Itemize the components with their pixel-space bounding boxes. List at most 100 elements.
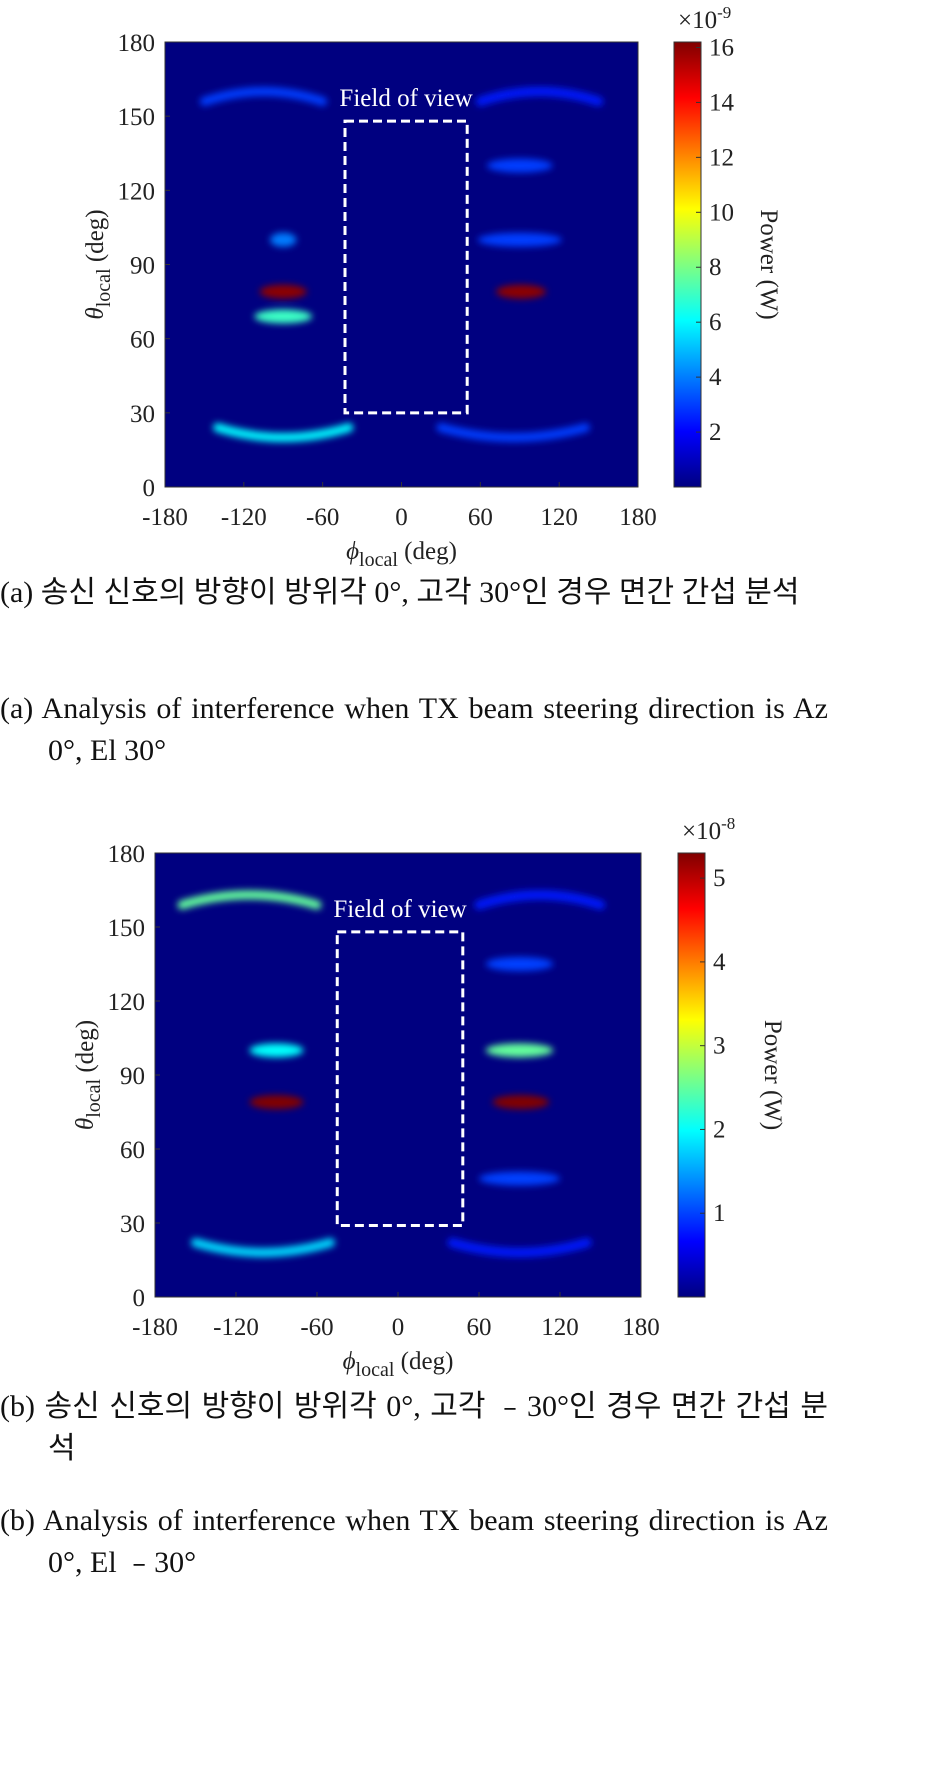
arc-feature [436,423,590,442]
y-tick-label: 60 [120,1137,145,1164]
colorbar-tick-label: 8 [709,254,722,281]
axis-symbol: ϕ [343,1348,356,1375]
x-tick-label: 0 [392,1314,405,1341]
axis-label: θlocal (deg) [72,1020,105,1130]
colorbar [673,41,702,488]
y-tick-label: 120 [108,989,146,1016]
lobe-feature [479,1171,560,1186]
axis-label: ϕlocal (deg) [343,1348,454,1381]
lobe-feature [492,1095,550,1110]
y-tick-label: 90 [120,1063,145,1090]
field-of-view [343,119,469,415]
arc-feature [474,890,605,910]
y-tick-label: 0 [133,1285,146,1312]
colorbar-tick-label: 2 [709,419,722,446]
x-tick-label: 120 [540,504,578,531]
colorbar-tick-label: 2 [713,1116,726,1143]
axis-unit: (deg) [72,1020,99,1079]
y-tick-label: 30 [120,1211,145,1238]
heatmap-features [199,86,604,443]
axis-label: ϕlocal (deg) [346,538,457,571]
arc-feature [447,1238,592,1258]
y-tick-label: 180 [108,841,146,868]
axis-subscript: local [93,268,115,307]
x-tick-label: -180 [142,504,188,531]
multiplier-base: ×10 [678,7,717,34]
x-tick-label: 0 [395,504,408,531]
lobe-feature [496,284,547,299]
arc-feature [177,890,322,910]
arc-feature [213,423,354,443]
colorbar-tick-label: 6 [709,309,722,336]
axis-symbol: θ [72,1118,99,1130]
y-tick-label: 0 [143,475,156,502]
axis-unit: (deg) [394,1348,453,1375]
lobe-feature [249,1095,304,1110]
caption-korean: (a) 송신 신호의 방향이 방위각 0°, 고각 30°인 경우 면간 간섭 … [0,576,800,609]
y-tick-label: 30 [130,401,155,428]
colorbar-multiplier: ×10-9 [678,3,731,34]
colorbar-tick-label: 1 [713,1200,726,1227]
axis-subscript: local [83,1078,105,1117]
colorbar [677,852,706,1298]
colorbar-tick-label: 4 [713,949,726,976]
axis-subscript: local [359,549,398,571]
lobe-feature [486,158,553,173]
caption-english: (a) Analysis of interference when TX bea… [0,692,828,767]
heatmap-chart: Field of view -180 -120 -60 0 60 120 180 0 30 60 90… [72,814,786,1381]
axis-unit: (deg) [82,209,109,268]
y-tick-label: 120 [118,178,156,205]
x-tick-label: -60 [300,1314,333,1341]
multiplier-base: ×10 [682,818,721,845]
colorbar-tick-label: 14 [709,89,735,116]
colorbar-label: Power (W) [759,1020,786,1130]
axis-symbol: θ [82,307,109,319]
lobe-feature [485,957,554,971]
colorbar-label: Power (W) [755,209,782,319]
fov-label: Field of view [333,896,466,923]
axis-symbol: ϕ [346,538,359,565]
lobe-feature [270,232,297,247]
heatmap-chart: Field of view -180 -120 -60 0 60 120 180 0 30 60 90… [82,3,782,571]
axis-label: θlocal (deg) [82,209,115,319]
colorbar-tick-label: 5 [713,865,726,892]
caption-korean: (b) 송신 신호의 방향이 방위각 0°, 고각 ﹣30°인 경우 면간 간섭… [0,1390,828,1465]
lobe-feature [477,232,562,247]
y-tick-label: 90 [130,253,155,280]
heatmap-features [177,890,605,1258]
multiplier-exponent: -8 [721,814,735,833]
y-tick-label: 60 [130,327,155,354]
x-tick-label: -120 [221,504,267,531]
lobe-feature [249,1043,304,1058]
y-tick-label: 150 [118,104,156,131]
arc-feature [475,86,604,106]
plot-background [155,853,641,1297]
arc-feature [191,1238,335,1258]
colorbar-multiplier: ×10-8 [682,814,735,845]
multiplier-exponent: -9 [717,3,731,22]
colorbar-tick-label: 12 [709,144,734,171]
arc-feature [199,86,328,106]
lobe-feature [259,284,307,299]
x-tick-label: 60 [468,504,493,531]
x-tick-label: -60 [306,504,339,531]
colorbar-tick-label: 10 [709,199,734,226]
x-tick-label: -180 [132,1314,178,1341]
axis-subscript: local [356,1359,395,1381]
x-tick-label: -120 [213,1314,259,1341]
x-tick-label: 180 [622,1314,660,1341]
colorbar-tick-label: 16 [709,34,734,61]
axis-unit: (deg) [398,538,457,565]
colorbar-tick-label: 4 [709,364,722,391]
x-tick-label: 120 [541,1314,579,1341]
x-tick-label: 60 [467,1314,492,1341]
colorbar-tick-label: 3 [713,1033,726,1060]
field-of-view [335,930,465,1227]
y-tick-label: 150 [108,915,146,942]
lobe-feature [254,309,313,324]
fov-label: Field of view [339,85,472,112]
caption-english: (b) Analysis of interference when TX bea… [0,1504,828,1579]
y-tick-label: 180 [118,30,156,57]
